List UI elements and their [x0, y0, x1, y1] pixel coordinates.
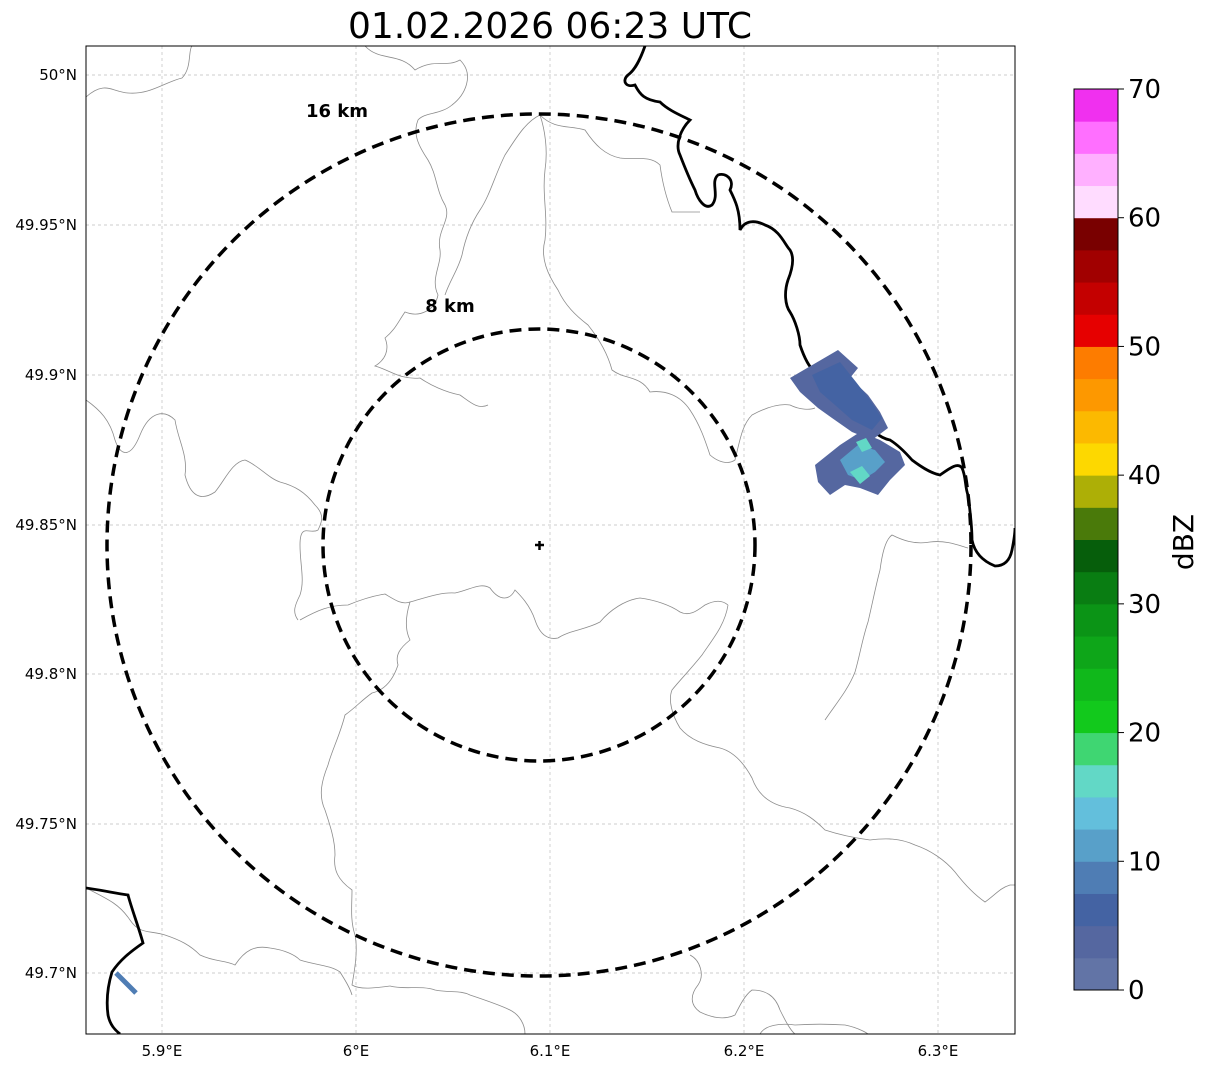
map-frame [85, 45, 1016, 1035]
boundary-line [759, 1023, 869, 1034]
colorbar-swatch [1074, 668, 1118, 701]
ring-label-8km: 8 km [425, 296, 475, 317]
echo-cell-south-core [840, 445, 885, 480]
colorbar-swatch [1074, 249, 1118, 283]
colorbar-swatch [1074, 217, 1118, 251]
boundary-line [364, 46, 489, 407]
colorbar-swatch [1074, 700, 1118, 734]
range-rings [105, 112, 973, 978]
colorbar-swatch [1074, 378, 1118, 412]
lon-tick-label: 5.9°E [142, 1042, 183, 1060]
colorbar-swatch [1074, 571, 1118, 605]
lat-tick-label: 49.9°N [25, 366, 77, 384]
map-background [86, 46, 1015, 1034]
colorbar-swatch [1074, 314, 1118, 347]
colorbar: 0 10 20 30 40 50 60 70 dBZ [1073, 75, 1200, 1006]
lat-tick-label: 49.7°N [25, 964, 77, 982]
map-panel: 16 km 8 km 5.9°E 6°E 6.1°E 6.2°E 6.3°E 5… [15, 45, 1016, 1060]
boundary-line [409, 585, 729, 639]
echo-cell-south-peak [856, 438, 872, 452]
boundary-line [689, 954, 796, 1034]
colorbar-tick-label: 60 [1128, 204, 1161, 234]
boundary-line [670, 604, 1015, 903]
colorbar-swatch [1074, 893, 1118, 927]
lon-tick-label: 6.2°E [724, 1042, 765, 1060]
map-title: 01.02.2026 06:23 UTC [348, 6, 752, 47]
lat-tick-label: 49.95°N [15, 216, 77, 234]
colorbar-swatch [1074, 636, 1118, 669]
lon-axis: 5.9°E 6°E 6.1°E 6.2°E 6.3°E [142, 1042, 959, 1060]
colorbar-swatch [1074, 507, 1118, 540]
radar-location-marker [535, 541, 544, 550]
echo-cell-north-core [812, 362, 882, 430]
border-line-southwest [86, 886, 145, 1034]
colorbar-tick-label: 40 [1128, 461, 1161, 491]
lat-tick-label: 50°N [39, 66, 77, 84]
radar-echoes [114, 350, 905, 995]
boundary-line [86, 399, 323, 621]
colorbar-swatch [1074, 796, 1118, 830]
colorbar-swatch [1074, 282, 1118, 315]
lat-tick-label: 49.8°N [25, 665, 77, 683]
colorbar-swatch [1074, 475, 1118, 508]
colorbar-swatch [1074, 346, 1118, 380]
echo-cell-south-peak [850, 466, 870, 484]
colorbar-swatches [1074, 89, 1118, 991]
colorbar-label: dBZ [1167, 514, 1200, 570]
colorbar-swatch [1074, 539, 1118, 573]
colorbar-swatch [1074, 89, 1118, 122]
lon-tick-label: 6.3°E [918, 1042, 959, 1060]
boundary-line [539, 114, 816, 463]
boundary-line [86, 46, 193, 98]
colorbar-ticks: 0 10 20 30 40 50 60 70 [1118, 75, 1161, 1006]
colorbar-tick-label: 30 [1128, 590, 1161, 620]
boundary-line [389, 985, 526, 1034]
colorbar-tick-label: 50 [1128, 332, 1161, 362]
boundary-line [824, 534, 969, 721]
boundary-line [444, 114, 541, 296]
colorbar-swatch [1074, 153, 1118, 187]
colorbar-swatch [1074, 732, 1118, 766]
ring-label-16km: 16 km [306, 101, 368, 122]
colorbar-swatch [1074, 603, 1118, 637]
echo-streak-southwest [114, 971, 138, 995]
gridlines [86, 46, 1015, 1034]
colorbar-swatch [1074, 764, 1118, 798]
lon-tick-label: 6.1°E [530, 1042, 571, 1060]
colorbar-swatch [1074, 829, 1118, 862]
lat-axis: 50°N 49.95°N 49.9°N 49.85°N 49.8°N 49.75… [15, 66, 77, 982]
colorbar-tick-label: 10 [1128, 847, 1161, 877]
colorbar-frame [1073, 88, 1119, 991]
boundary-line [299, 593, 411, 989]
range-ring-8km [321, 327, 757, 763]
colorbar-swatch [1074, 185, 1118, 219]
lon-tick-label: 6°E [343, 1042, 370, 1060]
colorbar-swatch [1074, 861, 1118, 894]
colorbar-tick-label: 70 [1128, 75, 1161, 105]
colorbar-swatch [1074, 957, 1118, 991]
colorbar-swatch [1074, 442, 1118, 476]
boundary-line [539, 114, 700, 213]
colorbar-swatch [1074, 925, 1118, 959]
colorbar-swatch [1074, 410, 1118, 444]
colorbar-tick-label: 0 [1128, 976, 1145, 1006]
colorbar-tick-label: 20 [1128, 719, 1161, 749]
lat-tick-label: 49.85°N [15, 516, 77, 534]
range-ring-16km [105, 112, 973, 978]
colorbar-swatch [1074, 121, 1118, 154]
admin-boundaries [86, 46, 1015, 1034]
lat-tick-label: 49.75°N [15, 815, 77, 833]
